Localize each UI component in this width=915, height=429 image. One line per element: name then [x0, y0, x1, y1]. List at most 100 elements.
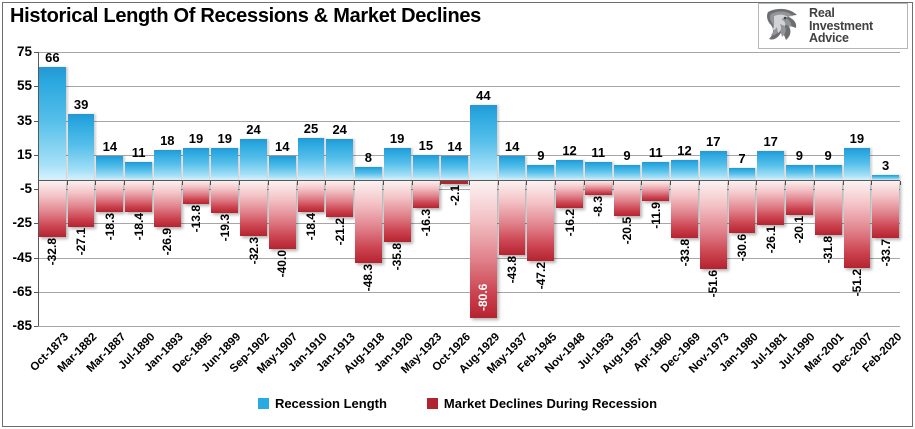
y-axis-tick-label: -45: [12, 249, 32, 265]
recession-length-value-label: 19: [849, 130, 865, 146]
market-decline-value-label: -32.8: [45, 237, 60, 265]
real-investment-advice-logo: Real Investment Advice: [758, 3, 908, 49]
bar-recession-length: [383, 147, 411, 181]
recession-length-value-label: 7: [738, 151, 746, 167]
bar-recession-length: [814, 165, 842, 181]
market-decline-value-label: -31.8: [821, 235, 836, 264]
market-decline-value-label: -11.9: [648, 201, 663, 229]
market-decline-value-label: -32.3: [246, 236, 261, 265]
bar-market-decline: [355, 180, 382, 264]
bar-market-decline: [728, 180, 756, 233]
bar-recession-length: [786, 165, 813, 181]
recession-length-value-label: 44: [476, 88, 491, 104]
bar-market-decline: [67, 180, 95, 227]
market-decline-value-label: -26.9: [160, 227, 175, 255]
x-axis-tick: [469, 181, 470, 186]
recession-length-value-label: 14: [274, 139, 290, 155]
bar-recession-length: [297, 137, 325, 181]
eagle-icon: [767, 8, 797, 40]
x-axis-tick: [813, 181, 815, 186]
recession-length-value-label: 9: [537, 148, 545, 164]
x-axis-tick: [325, 181, 327, 186]
bar-market-decline: [326, 180, 354, 217]
y-axis-tick: [34, 291, 38, 293]
bar-recession-length: [728, 168, 756, 181]
y-axis-tick-label: -65: [12, 283, 32, 299]
y-axis-tick: [34, 154, 38, 156]
y-axis-tick: [34, 120, 38, 122]
x-axis-tick: [382, 181, 384, 186]
bar-market-decline: [671, 180, 698, 239]
logo-line-1: Real: [809, 6, 835, 21]
recession-length-value-label: 12: [562, 142, 577, 158]
bar-recession-length: [96, 156, 124, 181]
bar-recession-length: [556, 159, 583, 181]
y-axis-tick-label: -5: [19, 181, 32, 196]
market-decline-value-label: -18.3: [102, 212, 117, 241]
x-axis-tick: [785, 181, 787, 186]
gridline: [38, 52, 900, 53]
gridline: [38, 257, 900, 259]
market-decline-value-label: -30.6: [734, 233, 749, 262]
x-axis-tick: [296, 181, 298, 186]
x-axis-tick: [698, 181, 700, 186]
gridline: [38, 189, 900, 190]
market-decline-value-label: -51.6: [706, 269, 721, 298]
legend-label-recession-length: Recession Length: [274, 396, 387, 411]
x-axis-tick: [871, 181, 873, 186]
market-decline-value-label: -33.8: [677, 239, 692, 267]
market-declines-swatch-icon: [426, 398, 438, 409]
recession-length-value-label: 24: [246, 122, 261, 138]
bar-recession-length: [757, 151, 785, 181]
recession-length-value-label: 17: [763, 134, 778, 150]
bar-market-decline: [757, 180, 785, 226]
recession-length-value-label: 11: [131, 144, 146, 160]
bar-market-decline: [153, 180, 181, 227]
market-decline-value-label: -26.1: [763, 226, 778, 254]
x-axis-tick: [38, 181, 39, 186]
bar-recession-length: [843, 147, 871, 181]
gridline: [38, 120, 900, 122]
y-axis-tick: [34, 52, 38, 53]
x-axis-tick: [641, 181, 643, 186]
market-decline-value-label: -13.8: [189, 205, 204, 233]
bar-recession-length: [326, 139, 354, 181]
market-decline-value-label: -19.3: [217, 214, 232, 242]
x-axis-tick: [66, 181, 68, 186]
recession-length-value-label: 14: [102, 139, 118, 155]
recession-length-value-label: 11: [591, 144, 606, 160]
recession-length-value-label: 14: [504, 139, 520, 155]
y-axis-tick-label: -25: [12, 215, 32, 231]
bar-market-decline: [39, 180, 66, 237]
y-axis-line: [38, 52, 39, 326]
recession-length-value-label: 19: [188, 130, 204, 146]
bar-market-decline: [613, 180, 641, 216]
bar-market-decline: [412, 180, 440, 209]
legend-item-market-declines: Market Declines During Recession: [426, 396, 657, 411]
bar-recession-length: [872, 175, 899, 181]
market-decline-value-label: -18.4: [303, 212, 318, 241]
x-axis-tick: [727, 181, 729, 186]
market-decline-value-label: -8.3: [591, 195, 606, 217]
bar-market-decline: [211, 180, 239, 214]
bar-recession-length: [527, 165, 555, 181]
recession-length-value-label: 14: [447, 139, 462, 155]
bar-recession-length: [498, 156, 526, 181]
market-decline-value-label: -51.2: [849, 269, 864, 297]
recession-length-value-label: 9: [824, 148, 832, 164]
market-decline-value-label: -40.0: [275, 249, 290, 278]
x-axis-tick: [900, 181, 901, 186]
market-decline-value-label: -43.8: [505, 256, 520, 284]
bar-market-decline: [441, 180, 468, 185]
bar-recession-length: [613, 165, 641, 181]
bar-market-decline: [584, 180, 612, 195]
gridline: [38, 154, 900, 156]
market-decline-value-label: -2.1: [447, 185, 462, 206]
y-axis-tick: [34, 223, 38, 225]
bar-market-decline: [814, 180, 842, 235]
gridline: [38, 86, 900, 88]
market-decline-value-label: -16.3: [418, 209, 433, 237]
market-decline-value-label: -80.6: [476, 284, 491, 312]
bar-market-decline: [383, 180, 411, 242]
market-decline-value-label: -21.2: [332, 217, 347, 246]
